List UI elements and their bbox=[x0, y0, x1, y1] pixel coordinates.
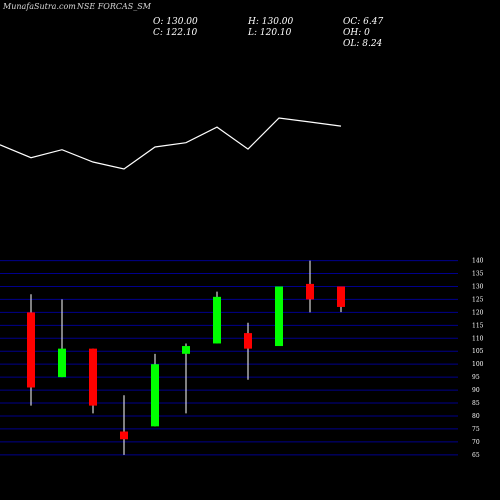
chart-watermark: MunafaSutra.comNSE FORCAS_SM bbox=[3, 2, 151, 11]
ohlc-right-column: OC: 6.47 OH: 0 OL: 8.24 bbox=[343, 17, 383, 50]
candle bbox=[244, 322, 252, 380]
y-tick-label: 80 bbox=[472, 413, 480, 420]
y-tick-label: 130 bbox=[472, 283, 484, 290]
low-value: L: 120.10 bbox=[248, 28, 292, 38]
open-value: O: 130.00 bbox=[153, 17, 198, 27]
ohlc-middle-column: H: 130.00 L: 120.10 bbox=[248, 17, 293, 39]
y-tick-label: 65 bbox=[472, 452, 480, 459]
high-value: H: 130.00 bbox=[248, 17, 294, 27]
y-tick-label: 85 bbox=[472, 400, 480, 407]
close-value: C: 122.10 bbox=[153, 28, 198, 38]
candle bbox=[213, 291, 221, 344]
y-tick-label: 75 bbox=[472, 426, 480, 433]
candle bbox=[275, 286, 283, 347]
y-tick-label: 120 bbox=[472, 309, 484, 316]
candle-body-down bbox=[306, 283, 314, 300]
source-label: MunafaSutra.com bbox=[3, 2, 76, 11]
ohlc-left-column: O: 130.00 C: 122.10 bbox=[153, 17, 198, 39]
candle bbox=[120, 395, 128, 455]
candle-body-down bbox=[120, 431, 128, 440]
candle-body-up bbox=[151, 364, 159, 427]
y-tick-label: 105 bbox=[472, 348, 484, 355]
candle-body-down bbox=[337, 286, 345, 307]
candle-body-up bbox=[275, 286, 283, 347]
y-tick-label: 135 bbox=[472, 271, 484, 278]
oh-value: OH: 0 bbox=[343, 28, 370, 38]
y-tick-label: 90 bbox=[472, 387, 480, 394]
line-panel bbox=[0, 117, 342, 170]
y-tick-label: 70 bbox=[472, 439, 480, 446]
candle bbox=[306, 260, 314, 313]
candle bbox=[151, 353, 159, 427]
y-tick-label: 110 bbox=[472, 335, 484, 342]
candlestick-panel bbox=[27, 260, 345, 455]
candle bbox=[337, 286, 345, 313]
candle-body-down bbox=[244, 333, 252, 349]
candle bbox=[182, 343, 190, 414]
price-grid: 65 70 75 80 85 90 95 100 105 110 115 120 125 130 135 14… bbox=[0, 258, 484, 459]
candle-body-up bbox=[213, 296, 221, 344]
candle-body-up bbox=[58, 348, 66, 378]
ol-value: OL: 8.24 bbox=[343, 39, 383, 49]
y-tick-label: 115 bbox=[472, 322, 484, 329]
y-tick-label: 125 bbox=[472, 296, 484, 303]
y-tick-label: 140 bbox=[472, 258, 484, 265]
oc-value: OC: 6.47 bbox=[343, 17, 384, 27]
ticker-label: NSE FORCAS_SM bbox=[76, 2, 151, 11]
candle bbox=[89, 348, 97, 414]
candle-body-down bbox=[27, 312, 35, 388]
y-tick-label: 95 bbox=[472, 374, 480, 381]
candle-body-up bbox=[182, 346, 190, 354]
line-series bbox=[0, 117, 342, 170]
y-tick-label: 100 bbox=[472, 361, 484, 368]
candle bbox=[27, 294, 35, 406]
candle-body-down bbox=[89, 348, 97, 406]
candle bbox=[58, 299, 66, 378]
